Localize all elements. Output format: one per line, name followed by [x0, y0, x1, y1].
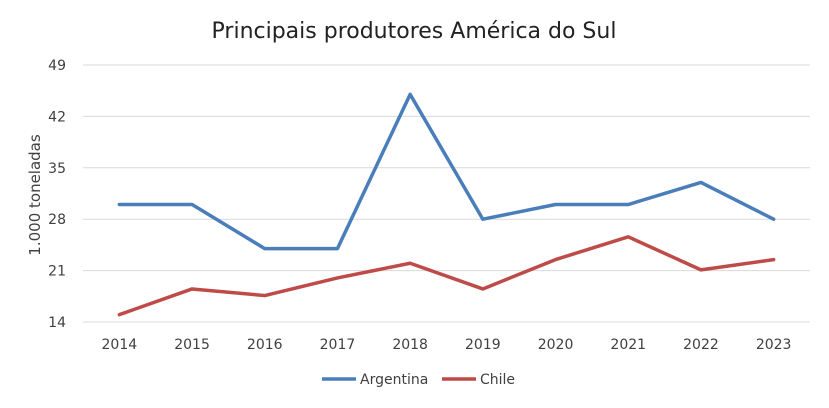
- y-tick-label: 28: [48, 212, 66, 228]
- series-line-argentina: [119, 94, 773, 248]
- y-tick-label: 21: [48, 264, 66, 280]
- x-tick-label: 2018: [392, 337, 428, 353]
- legend-label: Argentina: [360, 372, 428, 388]
- y-tick-label: 14: [48, 315, 66, 331]
- x-tick-label: 2023: [756, 337, 792, 353]
- y-tick-label: 35: [48, 161, 66, 177]
- x-tick-label: 2017: [320, 337, 356, 353]
- y-tick-label: 49: [48, 58, 66, 74]
- x-tick-label: 2014: [102, 337, 138, 353]
- x-tick-label: 2020: [538, 337, 574, 353]
- chart-title: Principais produtores América do Sul: [212, 19, 617, 44]
- x-tick-label: 2021: [610, 337, 646, 353]
- y-tick-label: 42: [48, 109, 66, 125]
- y-axis-label: 1.000 toneladas: [26, 134, 44, 256]
- x-tick-label: 2022: [683, 337, 719, 353]
- legend-label: Chile: [480, 372, 515, 388]
- x-tick-label: 2016: [247, 337, 283, 353]
- x-tick-label: 2015: [174, 337, 210, 353]
- x-tick-label: 2019: [465, 337, 501, 353]
- series-line-chile: [119, 237, 773, 315]
